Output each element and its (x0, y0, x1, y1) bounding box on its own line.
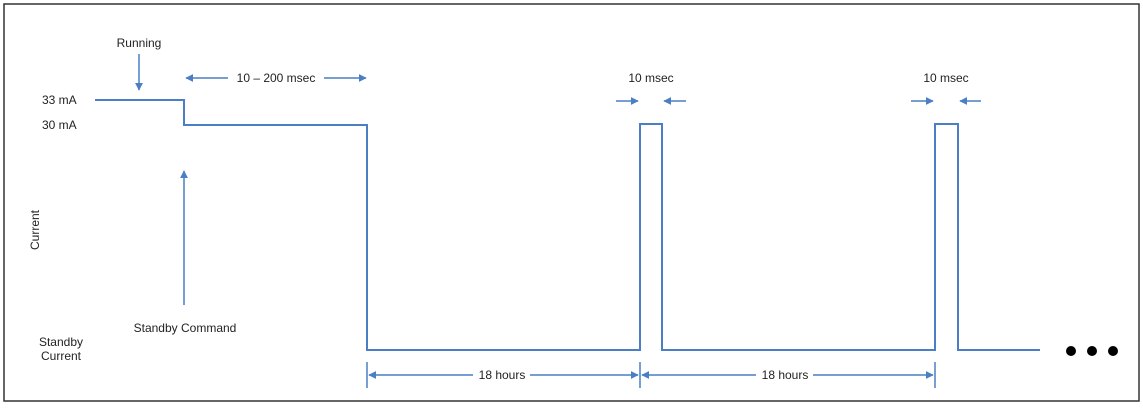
continuation-dot (1087, 346, 1097, 356)
interval2-label: 18 hours (762, 368, 809, 382)
diagram-frame (3, 3, 1140, 402)
running-label: Running (117, 36, 162, 50)
standby-current-label-line2: Current (41, 349, 82, 363)
pulse1-width-label: 10 msec (628, 71, 673, 85)
level-33ma-label: 33 mA (42, 93, 77, 107)
continuation-dots (1066, 346, 1118, 356)
current-axis-label: Current (28, 209, 42, 250)
transition-time-label: 10 – 200 msec (237, 71, 316, 85)
standby-command-label: Standby Command (134, 321, 237, 335)
current-waveform (95, 99, 1040, 351)
continuation-dot (1066, 346, 1076, 356)
standby-current-label-line1: Standby (39, 335, 83, 349)
pulse2-width-label: 10 msec (923, 71, 968, 85)
interval1-label: 18 hours (479, 368, 526, 382)
continuation-dot (1108, 346, 1118, 356)
level-30ma-label: 30 mA (42, 118, 77, 132)
